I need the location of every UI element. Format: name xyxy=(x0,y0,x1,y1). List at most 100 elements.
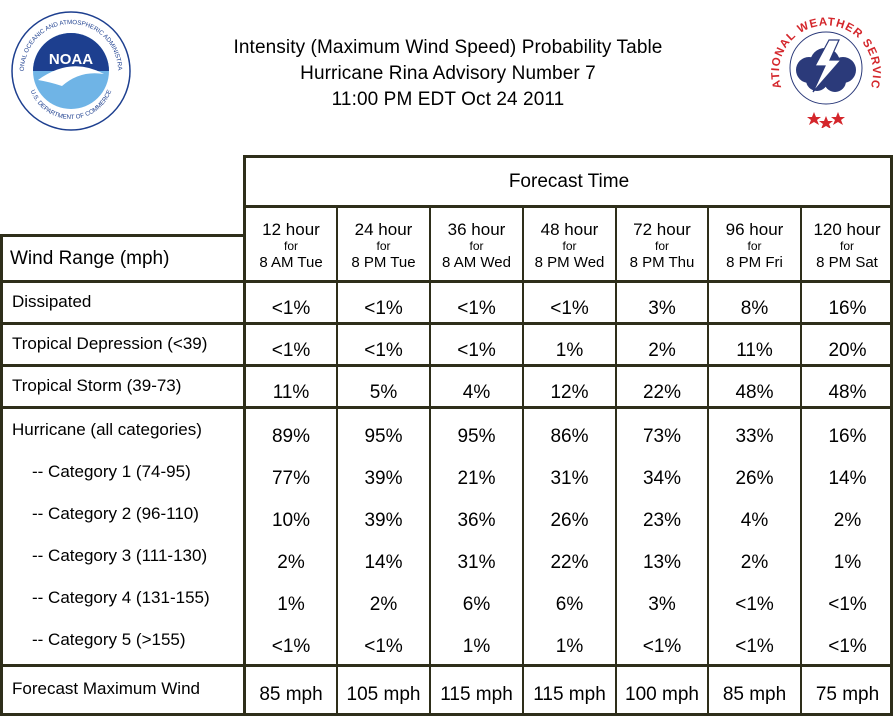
column-header-120h: 120 hour for 8 PM Sat xyxy=(813,220,881,271)
wind-range-label: Wind Range (mph) xyxy=(10,248,170,269)
probability-cell: 31% xyxy=(457,552,496,573)
probability-cell: 36% xyxy=(457,510,496,531)
probability-cell: 4% xyxy=(462,382,491,403)
max-wind-cell: 75 mph xyxy=(815,684,880,705)
probability-table-body xyxy=(0,280,893,668)
title-line-3: 11:00 PM EDT Oct 24 2011 xyxy=(331,89,565,110)
probability-cell: 26% xyxy=(550,510,589,531)
probability-cell: <1% xyxy=(364,340,403,361)
probability-cell: <1% xyxy=(457,340,496,361)
probability-cell: 77% xyxy=(271,468,311,489)
probability-cell: <1% xyxy=(828,594,867,615)
row-label: Hurricane (all categories) xyxy=(12,420,202,439)
row-label: -- Category 1 (74-95) xyxy=(32,462,191,481)
max-wind-cell: 105 mph xyxy=(346,684,421,705)
column-header-96h: 96 hour for 8 PM Fri xyxy=(725,220,784,271)
max-wind-label: Forecast Maximum Wind xyxy=(12,679,200,698)
max-wind-cell: 100 mph xyxy=(625,684,699,705)
probability-cell: 31% xyxy=(550,468,589,489)
probability-cell: 89% xyxy=(271,426,311,447)
probability-cell: 34% xyxy=(642,468,682,489)
row-label: -- Category 4 (131-155) xyxy=(32,588,210,607)
probability-cell: 1% xyxy=(277,594,305,615)
probability-cell: 11% xyxy=(736,340,773,361)
probability-cell: 48% xyxy=(828,382,867,403)
noaa-logo: NATIONAL OCEANIC AND ATMOSPHERIC ADMINIS… xyxy=(8,5,132,132)
probability-cell: 14% xyxy=(364,552,403,573)
probability-cell: 2% xyxy=(833,510,862,531)
probability-cell: 10% xyxy=(271,510,311,531)
probability-cell: 12% xyxy=(550,382,589,403)
row-label: -- Category 5 (>155) xyxy=(32,630,186,649)
max-wind-row xyxy=(0,664,893,716)
probability-cell: 2% xyxy=(277,552,305,573)
row-label: Tropical Depression (<39) xyxy=(12,334,208,353)
probability-cell: 33% xyxy=(735,426,774,447)
probability-cell: 6% xyxy=(462,594,491,615)
row-label: Tropical Storm (39-73) xyxy=(12,376,182,395)
probability-cell: <1% xyxy=(828,636,867,657)
probability-cell: 20% xyxy=(828,340,867,361)
probability-cell: 73% xyxy=(642,426,682,447)
row-label: -- Category 3 (111-130) xyxy=(32,546,208,565)
probability-cell: <1% xyxy=(642,636,682,657)
max-wind-cell: 115 mph xyxy=(440,684,513,705)
probability-cell: 39% xyxy=(364,510,403,531)
probability-cell: 26% xyxy=(735,468,774,489)
probability-cell: 5% xyxy=(369,382,398,403)
page-title: Intensity (Maximum Wind Speed) Probabili… xyxy=(150,35,746,113)
nws-logo: NATIONAL WEATHER SERVICE xyxy=(762,0,885,129)
column-header-12h: 12 hour for 8 AM Tue xyxy=(259,220,323,271)
probability-cell: 4% xyxy=(740,510,769,531)
probability-cell: 1% xyxy=(462,636,491,657)
forecast-time-label: Forecast Time xyxy=(508,171,630,192)
probability-cell: 3% xyxy=(648,594,676,615)
row-label: Dissipated xyxy=(12,292,92,311)
max-wind-cell: 85 mph xyxy=(722,684,787,705)
row-label: -- Category 2 (96-110) xyxy=(32,504,199,523)
probability-cell: 11% xyxy=(272,382,310,403)
noaa-logo-text: NOAA xyxy=(49,51,93,68)
probability-cell: 2% xyxy=(740,552,769,573)
column-header-48h: 48 hour for 8 PM Wed xyxy=(534,220,605,271)
probability-cell: 95% xyxy=(457,426,496,447)
probability-cell: 22% xyxy=(642,382,682,403)
max-wind-cell: 85 mph xyxy=(259,684,323,705)
probability-cell: 23% xyxy=(642,510,682,531)
probability-cell: 14% xyxy=(828,468,867,489)
probability-cell: 13% xyxy=(642,552,682,573)
probability-cell: 2% xyxy=(369,594,398,615)
title-line-2: Hurricane Rina Advisory Number 7 xyxy=(300,63,596,84)
probability-cell: <1% xyxy=(364,298,403,319)
probability-cell: <1% xyxy=(735,594,774,615)
probability-cell: 48% xyxy=(735,382,774,403)
probability-cell: 1% xyxy=(833,552,862,573)
column-header-72h: 72 hour for 8 PM Thu xyxy=(629,220,695,271)
column-header-24h: 24 hour for 8 PM Tue xyxy=(351,220,416,271)
title-line-1: Intensity (Maximum Wind Speed) Probabili… xyxy=(233,37,663,58)
probability-cell: 1% xyxy=(555,340,584,361)
noaa-emblem-icon: NATIONAL OCEANIC AND ATMOSPHERIC ADMINIS… xyxy=(8,5,131,131)
probability-cell: <1% xyxy=(457,298,496,319)
probability-cell: <1% xyxy=(271,340,311,361)
probability-cell: <1% xyxy=(271,636,311,657)
probability-cell: 21% xyxy=(457,468,496,489)
column-header-36h: 36 hour for 8 AM Wed xyxy=(442,220,511,271)
nws-emblem-icon: NATIONAL WEATHER SERVICE xyxy=(762,0,882,129)
probability-cell: <1% xyxy=(271,298,311,319)
probability-cell: 16% xyxy=(828,426,867,447)
probability-cell: 2% xyxy=(648,340,676,361)
probability-cell: 39% xyxy=(364,468,403,489)
probability-cell: 95% xyxy=(364,426,403,447)
probability-cell: 3% xyxy=(648,298,676,319)
probability-cell: <1% xyxy=(364,636,403,657)
max-wind-cell: 115 mph xyxy=(533,684,606,705)
probability-cell: 22% xyxy=(550,552,589,573)
probability-cell: 86% xyxy=(550,426,589,447)
probability-cell: 16% xyxy=(828,298,867,319)
probability-cell: <1% xyxy=(735,636,774,657)
probability-cell: 6% xyxy=(555,594,584,615)
probability-cell: 8% xyxy=(740,298,769,319)
probability-cell: <1% xyxy=(550,298,589,319)
probability-cell: 1% xyxy=(555,636,584,657)
